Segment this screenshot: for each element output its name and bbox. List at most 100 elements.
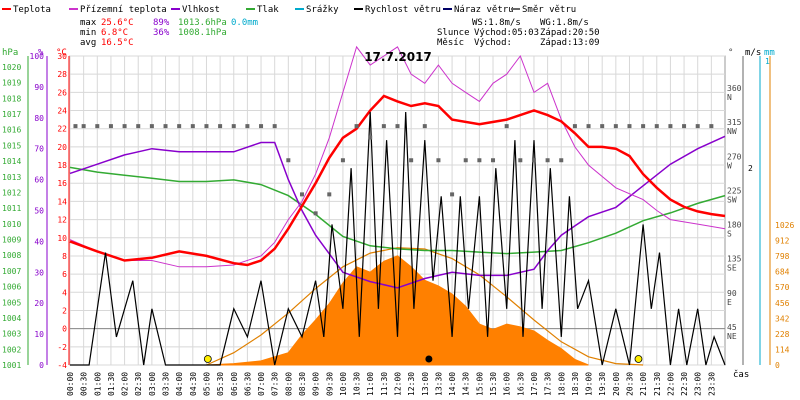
hpa-tick-label: 1009 [2,236,21,245]
hpa-tick-label: 1008 [2,251,21,260]
hpa-unit-label: hPa [2,48,18,58]
hpa-tick-label: 1002 [2,345,21,354]
wind-dir-point [73,124,78,129]
wind-dir-point [409,158,414,163]
rad-tick-label: 228 [775,330,790,339]
hpa-tick-label: 1020 [2,63,21,72]
c-tick-label: 26 [57,88,67,97]
wind-dir-point [682,124,687,129]
legend-label: Tlak [257,5,279,15]
hpa-tick-label: 1001 [2,361,21,370]
ms-unit-label: m/s [745,48,761,58]
stat-max-hum: 89% [153,18,170,28]
hpa-tick-label: 1005 [2,298,21,307]
hpa-tick-label: 1018 [2,94,21,103]
wind-dir-point [654,124,659,129]
hpa-tick-label: 1014 [2,157,21,166]
time-tick-label: 16:00 [503,372,512,396]
time-tick-label: 07:00 [257,372,266,396]
legend-label: Přízemní teplota [80,5,167,15]
moonset-marker [425,355,433,363]
temperature-line [69,94,726,267]
rad-tick-label: 342 [775,314,790,323]
hpa-tick-label: 1017 [2,110,21,119]
dir-name-label: NW [727,127,737,136]
time-tick-label: 03:30 [162,372,171,396]
c-tick-label: 0 [62,325,67,334]
wind-dir-point [204,124,209,129]
time-tick-label: 06:00 [230,372,239,396]
wind-dir-point [463,158,468,163]
time-tick-label: 21:00 [639,372,648,396]
rad-tick-label: 798 [775,252,790,261]
time-tick-label: 11:00 [366,372,375,396]
dir-deg-label: 90 [727,289,737,298]
hpa-tick-label: 1003 [2,330,21,339]
wind-dir-point [81,124,86,129]
hpa-tick-label: 1013 [2,173,21,182]
wind-dir-point [136,124,141,129]
rad-tick-label: 912 [775,237,790,246]
rad-tick-label: 684 [775,268,790,277]
time-tick-label: 01:30 [107,372,116,396]
sunset-text: Západ:20:50 [540,28,600,38]
time-tick-label: 01:00 [93,372,102,396]
time-tick-label: 17:30 [544,372,553,396]
hpa-tick-label: 1010 [2,220,21,229]
pct-tick-label: 30 [34,268,44,277]
rad-tick-label: 456 [775,299,790,308]
hpa-tick-label: 1007 [2,267,21,276]
pct-tick-label: 40 [34,237,44,246]
time-tick-label: 18:30 [571,372,580,396]
time-tick-label: 22:30 [680,372,689,396]
pct-tick-label: 70 [34,145,44,154]
time-tick-label: 14:00 [448,372,457,396]
wind-dir-point [218,124,223,129]
wind-dir-point [354,124,359,129]
c-tick-label: -4 [57,361,67,370]
wind-dir-point [122,124,127,129]
wind-dir-point [504,124,509,129]
stat-min-label: min [80,28,96,38]
stat-max-press: 1013.6hPa [178,18,227,28]
wind-dir-point [190,124,195,129]
hpa-tick-label: 1015 [2,141,21,150]
wind-dir-point [340,158,345,163]
wind-dir-point [163,124,168,129]
time-tick-label: 14:30 [462,372,471,396]
wind-ws-text: WS:1.8m/s [472,18,521,28]
time-tick-label: 05:30 [216,372,225,396]
wind-dir-point [641,124,646,129]
c-tick-label: 24 [57,107,67,116]
sunrise-marker [203,355,212,363]
time-tick-label: 20:00 [612,372,621,396]
dir-deg-label: 270 [727,152,742,161]
c-tick-label: 20 [57,143,67,152]
stat-max-rain: 0.0mm [231,18,258,28]
time-tick-label: 15:30 [489,372,498,396]
wind-dir-point [286,158,291,163]
stat-min-hum: 36% [153,28,170,38]
deg-unit-label: ° [728,48,733,58]
wind-speed-line [70,111,726,366]
c-tick-label: 16 [57,179,67,188]
pct-unit-label: % [38,48,44,58]
pct-tick-label: 50 [34,207,44,216]
wind-dir-point [95,124,100,129]
time-tick-label: 18:00 [557,372,566,396]
stat-min-temp: 6.8°C [101,28,128,38]
pct-tick-label: 10 [34,330,44,339]
wind-dir-point [518,158,523,163]
time-tick-label: 20:30 [625,372,634,396]
time-tick-label: 19:00 [585,372,594,396]
wind-dir-point [177,124,182,129]
time-tick-label: 04:00 [175,372,184,396]
stat-avg-temp: 16.5°C [101,38,134,48]
moonrise-text: Východ: [474,38,512,48]
time-tick-label: 21:30 [653,372,662,396]
rad-tick-label: 0 [775,361,780,370]
wind-dir-point [272,124,277,129]
hpa-tick-label: 1011 [2,204,21,213]
dir-deg-label: 360 [727,84,742,93]
time-tick-label: 09:00 [312,372,321,396]
